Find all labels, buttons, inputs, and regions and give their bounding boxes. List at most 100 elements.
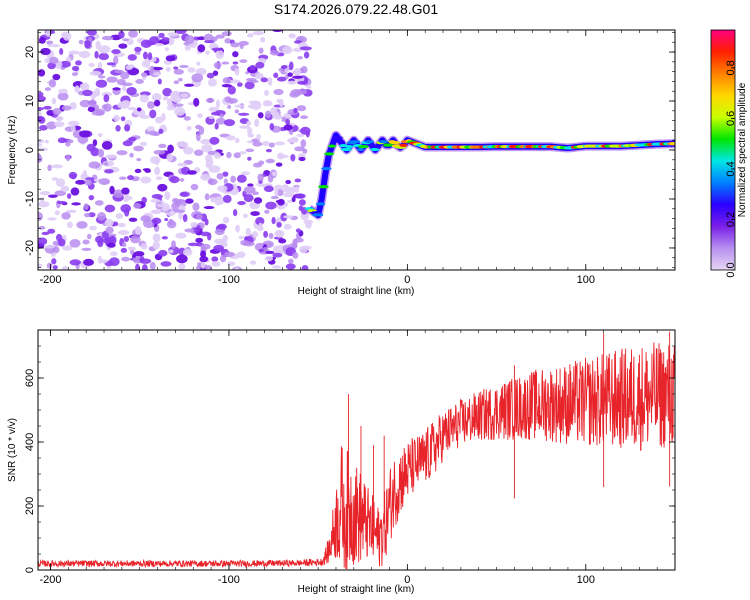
noise-blob [281, 65, 288, 69]
noise-blob [209, 136, 220, 145]
noise-blob [183, 146, 194, 155]
noise-blob [211, 47, 223, 52]
noise-blob [237, 82, 243, 87]
noise-blob [226, 135, 236, 141]
noise-blob [61, 105, 72, 111]
noise-blob [265, 158, 275, 164]
noise-blob [140, 72, 148, 77]
noise-blob [158, 143, 167, 149]
noise-blob [260, 77, 268, 83]
noise-blob [258, 47, 264, 54]
noise-blob [116, 150, 128, 156]
noise-blob [201, 144, 213, 153]
noise-blob [206, 264, 213, 270]
noise-blob [128, 30, 138, 38]
signal-track-cell [321, 167, 332, 171]
noise-blob [127, 175, 135, 181]
noise-blob [94, 200, 104, 206]
noise-blob [184, 35, 195, 45]
noise-blob [140, 215, 151, 222]
noise-blob [205, 50, 210, 55]
noise-blob [162, 87, 172, 97]
snr-panel: -200 -100 0 100 0 200 400 600 Height of straigh… [7, 329, 676, 595]
snr-axes: -200 -100 0 100 0 200 400 600 [24, 329, 676, 586]
spectrogram-x-label: Height of straight line (km) [298, 286, 415, 297]
noise-blob [160, 261, 172, 267]
signal-track-cell [349, 140, 361, 144]
noise-blob [262, 140, 270, 146]
noise-blob [276, 221, 282, 228]
noise-blob [287, 72, 293, 77]
noise-blob [151, 209, 159, 214]
noise-blob [158, 249, 168, 257]
noise-blob [240, 239, 250, 246]
noise-blob [65, 154, 71, 162]
noise-blob [276, 98, 283, 104]
noise-blob [48, 79, 57, 88]
noise-blob [135, 263, 140, 270]
noise-blob [171, 202, 180, 212]
noise-blob [293, 107, 298, 114]
noise-blob [238, 112, 250, 116]
noise-blob [89, 225, 97, 231]
noise-blob [213, 152, 222, 159]
noise-blob [51, 97, 57, 105]
noise-blob [205, 158, 214, 167]
noise-blob [184, 228, 195, 233]
noise-blob [293, 47, 303, 53]
noise-blob [250, 211, 260, 217]
noise-blob [70, 187, 80, 196]
noise-blob [186, 170, 197, 175]
noise-blob [270, 195, 279, 200]
noise-blob [305, 84, 312, 89]
noise-blob [127, 54, 137, 61]
noise-blob [258, 222, 263, 230]
noise-blob [133, 251, 145, 257]
noise-blob [245, 148, 255, 153]
noise-blob [207, 178, 218, 186]
noise-blob [153, 99, 161, 107]
noise-blob [173, 103, 184, 107]
noise-blob [272, 30, 283, 33]
noise-blob [269, 49, 280, 56]
noise-blob [186, 125, 192, 131]
noise-blob [184, 45, 191, 51]
noise-blob [255, 217, 265, 226]
noise-blob [48, 194, 58, 198]
noise-blob [204, 218, 209, 226]
noise-blob [173, 80, 180, 85]
noise-blob [91, 110, 104, 116]
noise-blob [222, 194, 232, 204]
noise-blob [287, 80, 297, 85]
noise-blob [255, 61, 265, 69]
noise-blob [246, 120, 252, 126]
noise-blob [139, 114, 150, 119]
noise-blob [122, 85, 127, 92]
noise-blob [185, 198, 194, 204]
noise-blob [86, 233, 92, 240]
noise-blob [166, 98, 173, 106]
noise-blob [179, 191, 189, 197]
noise-blob [147, 52, 153, 61]
noise-blob [265, 110, 272, 119]
noise-blob [191, 73, 204, 83]
noise-blob [243, 186, 256, 194]
noise-blob [197, 36, 206, 41]
noise-blob [229, 79, 241, 84]
spectrogram-signal-track [304, 130, 675, 220]
noise-blob [271, 216, 276, 225]
noise-blob [283, 202, 289, 208]
noise-blob [288, 258, 294, 264]
noise-blob [249, 79, 259, 84]
noise-blob [51, 177, 59, 181]
signal-track-cell [315, 202, 326, 206]
signal-track-cell [364, 140, 375, 144]
noise-blob [92, 139, 98, 147]
noise-blob [166, 153, 174, 162]
noise-blob [129, 152, 134, 158]
noise-blob [294, 178, 302, 183]
noise-blob [238, 151, 247, 155]
noise-blob [278, 238, 287, 244]
noise-blob [161, 37, 170, 42]
y-tick-label: 0 [24, 147, 36, 153]
